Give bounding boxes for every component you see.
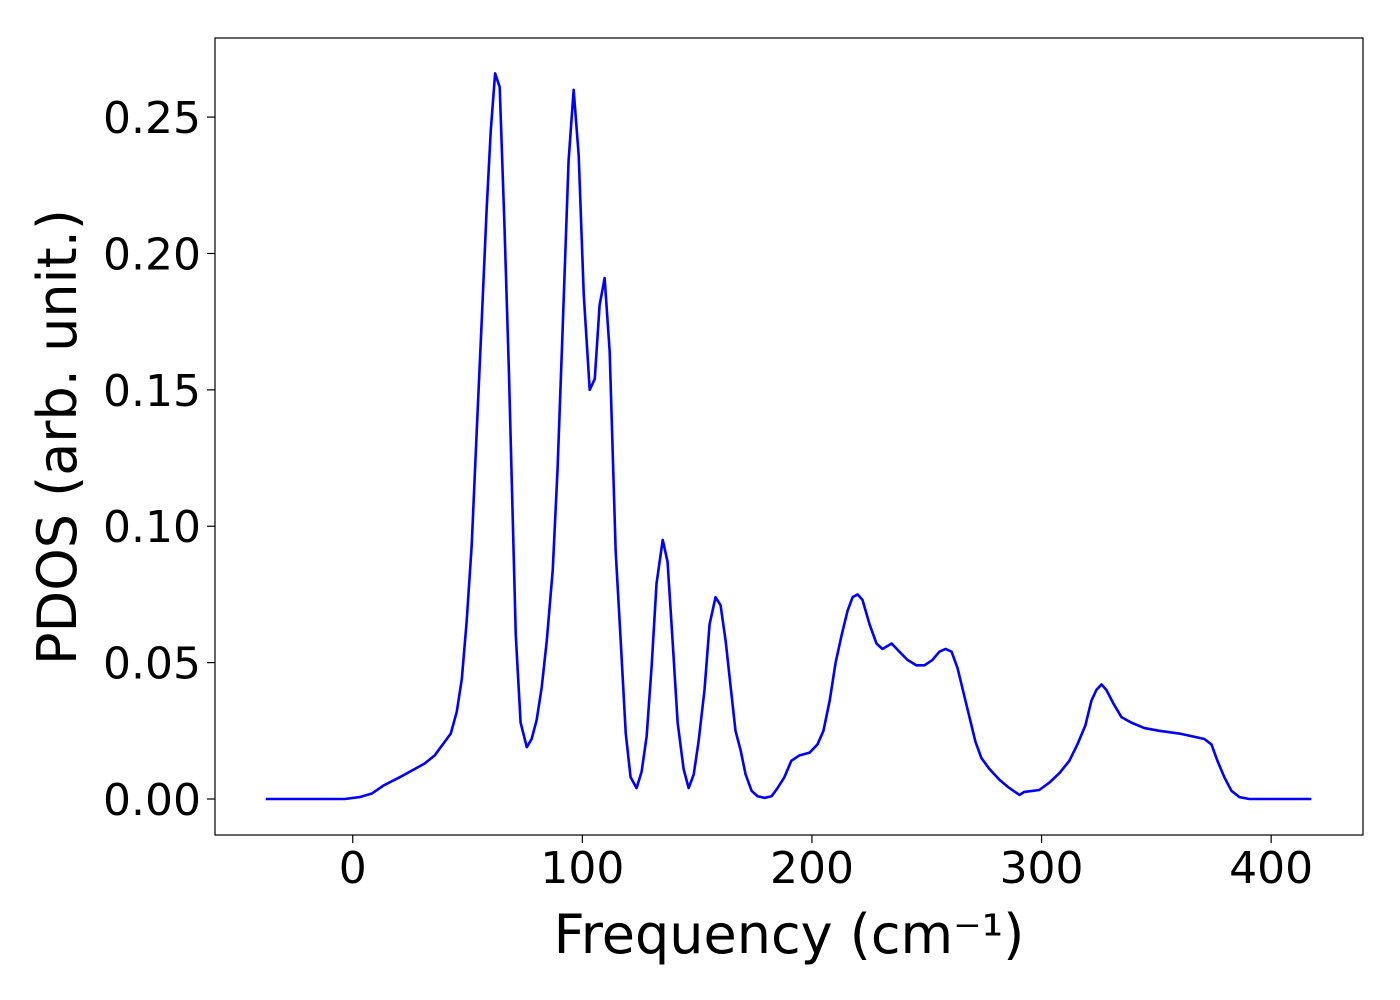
y-tick-label: 0.10 bbox=[103, 502, 201, 553]
y-tick-label: 0.20 bbox=[103, 229, 201, 280]
plot-frame bbox=[214, 37, 1364, 836]
y-tick-label: 0.15 bbox=[103, 366, 201, 417]
x-axis-label: Frequency (cm⁻¹) bbox=[554, 903, 1025, 966]
y-axis-label: PDOS (arb. unit.) bbox=[26, 209, 89, 665]
x-tick-label: 400 bbox=[1229, 843, 1313, 894]
x-tick-label: 0 bbox=[339, 843, 367, 894]
pdos-line bbox=[265, 72, 1312, 801]
x-tick-label: 300 bbox=[1000, 843, 1084, 894]
y-tick-label: 0.25 bbox=[103, 93, 201, 144]
y-tick-label: 0.05 bbox=[103, 639, 201, 690]
y-tick-label: 0.00 bbox=[103, 775, 201, 826]
x-tick-label: 200 bbox=[770, 843, 854, 894]
x-tick-label: 100 bbox=[540, 843, 624, 894]
